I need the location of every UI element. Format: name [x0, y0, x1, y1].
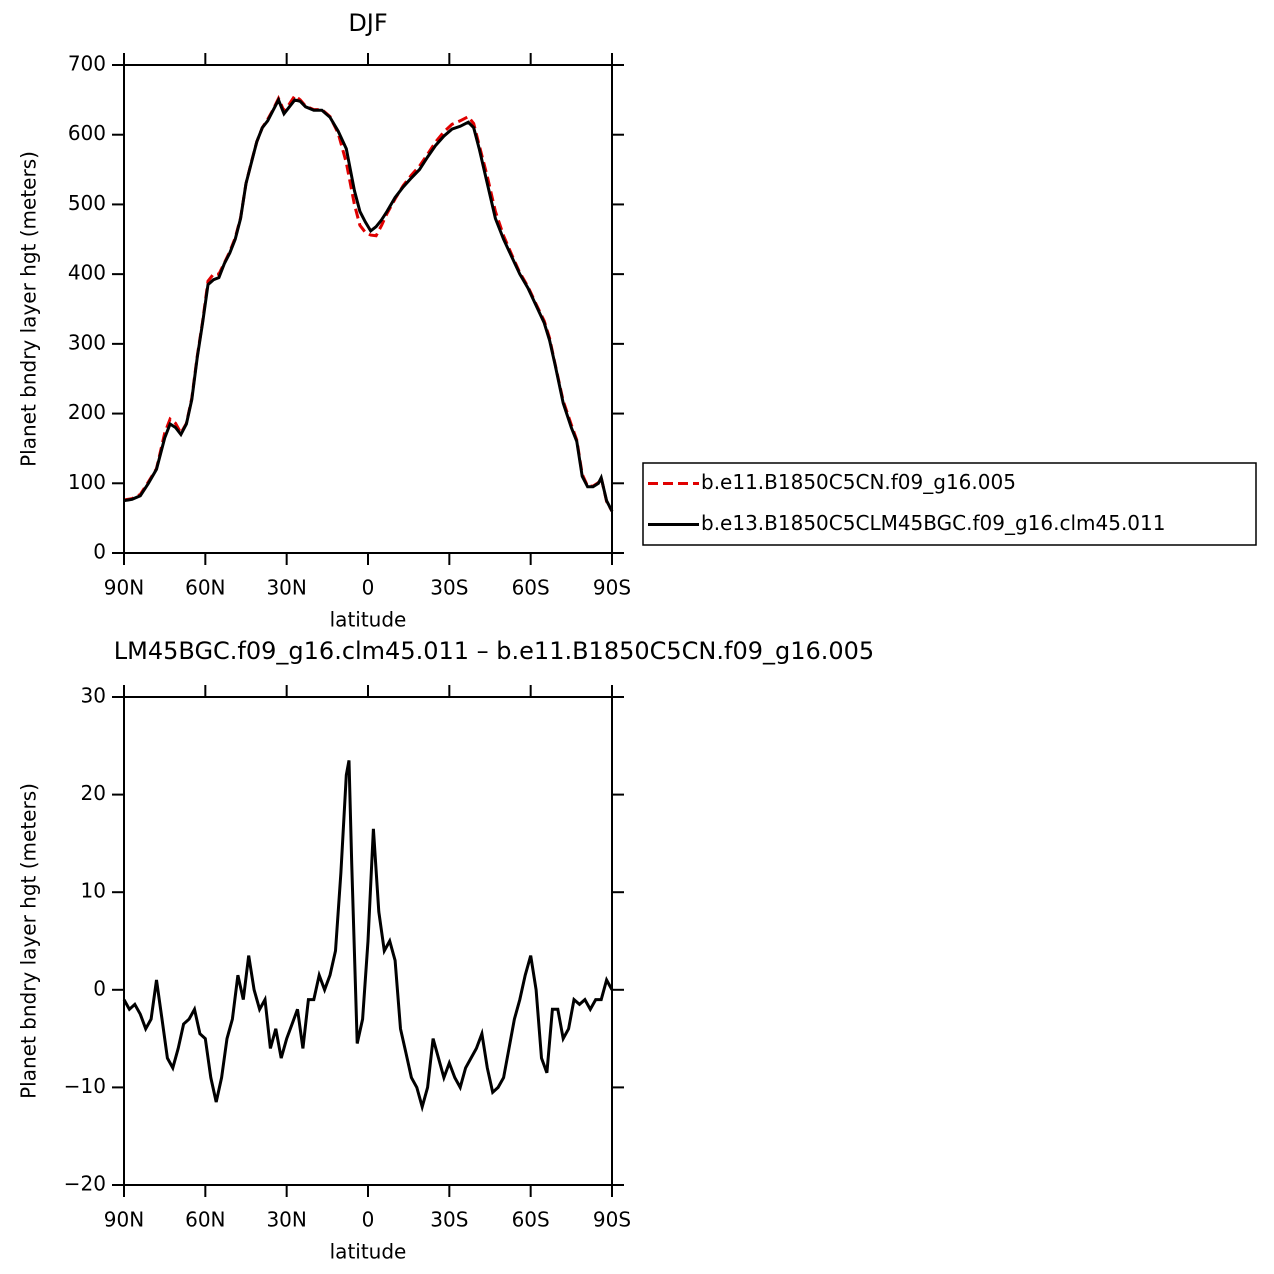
legend-label: b.e11.B1850C5CN.f09_g16.005 — [701, 470, 1016, 494]
plot-frame — [123, 64, 613, 554]
x-tick-label: 0 — [362, 1208, 375, 1232]
y-tick-label: 0 — [93, 976, 106, 1000]
y-axis-label: Planet bndry layer hgt (meters) — [17, 783, 41, 1099]
x-tick-label: 90S — [593, 1208, 631, 1232]
y-tick-label: 10 — [81, 879, 106, 903]
x-tick-label: 30N — [266, 576, 306, 600]
legend-label: b.e13.B1850C5CLM45BGC.f09_g16.clm45.011 — [701, 511, 1165, 535]
y-tick-label: 100 — [68, 470, 106, 494]
y-tick-label: 20 — [81, 781, 106, 805]
y-tick-label: −10 — [64, 1074, 106, 1098]
y-tick-label: 500 — [68, 191, 106, 215]
y-tick-label: 200 — [68, 400, 106, 424]
data-line — [123, 93, 614, 512]
x-tick-label: 30S — [430, 576, 468, 600]
x-tick-label: 60N — [185, 576, 225, 600]
chart-title: LM45BGC.f09_g16.clm45.011 – b.e11.B1850C… — [114, 637, 874, 665]
legend-box — [642, 462, 1257, 546]
y-tick-label: 300 — [68, 330, 106, 354]
x-tick-label: 30S — [430, 1208, 468, 1232]
x-tick-label: 90S — [593, 576, 631, 600]
y-tick-label: −20 — [64, 1172, 106, 1196]
data-line — [122, 760, 614, 1113]
x-tick-label: 60N — [185, 1208, 225, 1232]
x-axis-label: latitude — [330, 1240, 407, 1264]
x-tick-label: 60S — [512, 1208, 550, 1232]
plot-frame — [123, 696, 613, 1186]
x-tick-label: 60S — [512, 576, 550, 600]
y-tick-label: 700 — [68, 52, 106, 76]
y-tick-label: 600 — [68, 121, 106, 145]
x-tick-label: 0 — [362, 576, 375, 600]
x-tick-label: 90N — [104, 576, 144, 600]
x-tick-label: 30N — [266, 1208, 306, 1232]
data-line — [123, 96, 614, 512]
x-axis-label: latitude — [330, 608, 407, 632]
y-tick-label: 0 — [93, 540, 106, 564]
y-axis-label: Planet bndry layer hgt (meters) — [17, 151, 41, 467]
y-tick-label: 30 — [81, 684, 106, 708]
chart-title: DJF — [348, 9, 387, 37]
y-tick-label: 400 — [68, 261, 106, 285]
x-tick-label: 90N — [104, 1208, 144, 1232]
